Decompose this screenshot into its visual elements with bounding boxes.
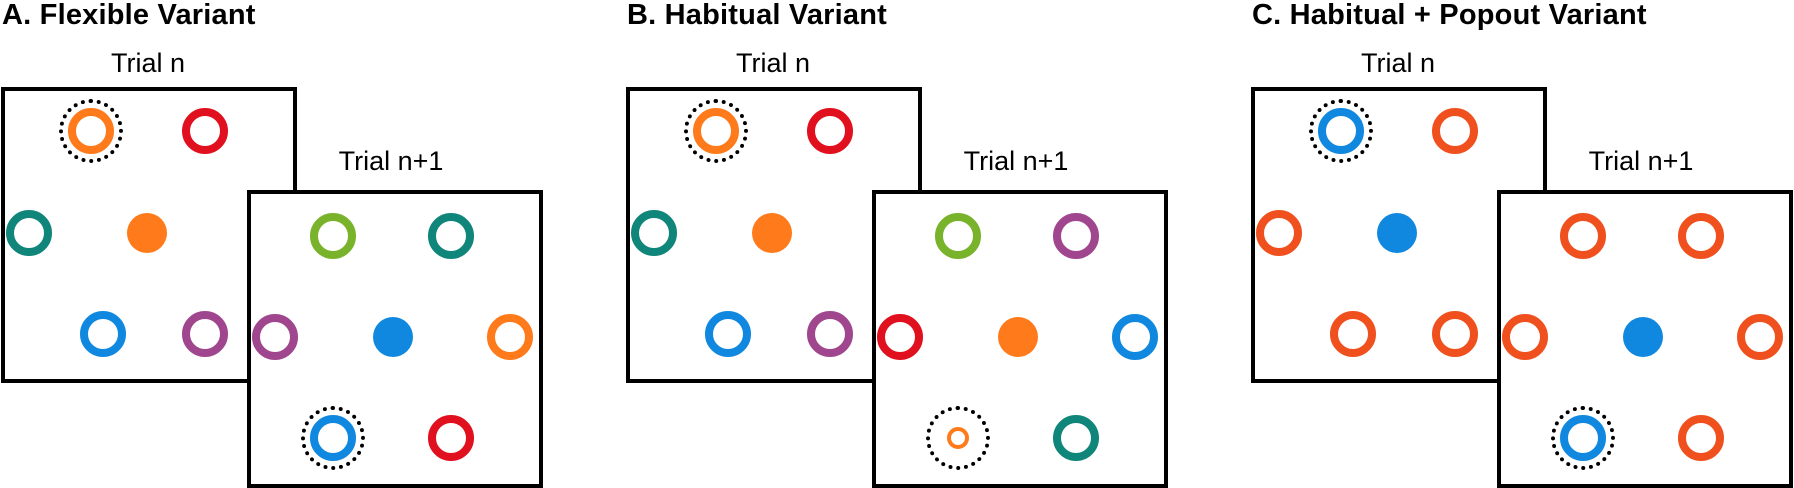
panel-b: B. Habitual Variant Trial n Trial n+1 — [625, 0, 1185, 488]
ring-stimulus-4 — [1330, 311, 1376, 357]
ring-stimulus-4 — [1737, 314, 1783, 360]
ring-stimulus-3 — [1256, 210, 1302, 256]
small-ring-stimulus-5 — [947, 427, 969, 449]
selection-cursor-dotted-circle — [301, 406, 365, 470]
ring-stimulus-3 — [1502, 314, 1548, 360]
panel-title: A. Flexible Variant — [2, 0, 256, 31]
ring-stimulus-2 — [807, 108, 853, 154]
trial-n-label: Trial n — [1360, 48, 1435, 78]
ring-stimulus-2 — [182, 108, 228, 154]
trial-n1-display — [247, 190, 543, 488]
trial-n1-label: Trial n+1 — [963, 146, 1069, 176]
fixation-dot — [998, 317, 1038, 357]
ring-stimulus-6 — [1678, 415, 1724, 461]
ring-stimulus-1 — [693, 108, 739, 154]
ring-stimulus-4 — [1112, 314, 1158, 360]
fixation-dot — [373, 317, 413, 357]
ring-stimulus-4 — [487, 314, 533, 360]
ring-stimulus-1 — [1560, 213, 1606, 259]
panel-title: B. Habitual Variant — [627, 0, 888, 31]
ring-stimulus-5 — [1560, 415, 1606, 461]
trial-n1-display — [872, 190, 1168, 488]
ring-stimulus-1 — [1318, 108, 1364, 154]
ring-stimulus-3 — [6, 210, 52, 256]
ring-stimulus-2 — [428, 213, 474, 259]
ring-stimulus-2 — [1053, 213, 1099, 259]
fixation-dot — [127, 213, 167, 253]
trial-n1-display — [1497, 190, 1793, 488]
ring-stimulus-2 — [1432, 108, 1478, 154]
fixation-dot — [1623, 317, 1663, 357]
ring-stimulus-3 — [252, 314, 298, 360]
trial-n-label: Trial n — [735, 48, 810, 78]
ring-stimulus-4 — [705, 311, 751, 357]
ring-stimulus-6 — [428, 415, 474, 461]
panel-title: C. Habitual + Popout Variant — [1252, 0, 1647, 31]
selection-cursor-dotted-circle — [1551, 406, 1615, 470]
ring-stimulus-2 — [1678, 213, 1724, 259]
ring-stimulus-1 — [310, 213, 356, 259]
fixation-dot — [1377, 213, 1417, 253]
ring-stimulus-1 — [68, 108, 114, 154]
selection-cursor-dotted-circle — [1309, 99, 1373, 163]
fixation-dot — [752, 213, 792, 253]
ring-stimulus-1 — [935, 213, 981, 259]
ring-stimulus-5 — [310, 415, 356, 461]
ring-stimulus-6 — [1053, 415, 1099, 461]
selection-cursor-dotted-circle — [59, 99, 123, 163]
trial-n-label: Trial n — [110, 48, 185, 78]
panel-a: A. Flexible Variant Trial n Trial n+1 — [0, 0, 560, 488]
trial-n1-label: Trial n+1 — [1588, 146, 1694, 176]
panel-c: C. Habitual + Popout Variant Trial n Trial… — [1250, 0, 1794, 488]
ring-stimulus-5 — [807, 311, 853, 357]
ring-stimulus-4 — [80, 311, 126, 357]
selection-cursor-dotted-circle — [926, 406, 990, 470]
selection-cursor-dotted-circle — [684, 99, 748, 163]
ring-stimulus-5 — [1432, 311, 1478, 357]
trial-n1-label: Trial n+1 — [338, 146, 444, 176]
ring-stimulus-5 — [182, 311, 228, 357]
ring-stimulus-3 — [877, 314, 923, 360]
ring-stimulus-3 — [631, 210, 677, 256]
